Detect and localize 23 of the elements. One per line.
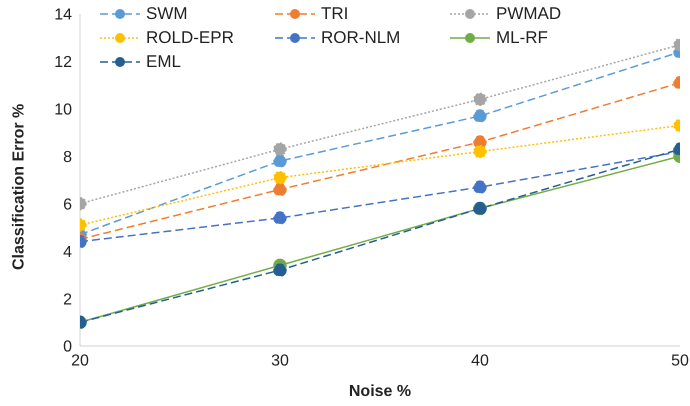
y-tick-label: 2 — [63, 291, 72, 308]
legend-label: PWMAD — [496, 4, 562, 24]
x-tick-label: 50 — [671, 352, 689, 370]
legend-label: SWM — [146, 4, 188, 24]
y-axis-title: Classification Error % — [10, 104, 28, 270]
y-tick-label: 14 — [54, 6, 72, 24]
x-axis-title: Noise % — [348, 383, 412, 400]
legend-label: TRI — [321, 4, 348, 24]
y-tick-label: 4 — [63, 244, 72, 261]
legend-label: EML — [146, 52, 181, 72]
x-tick-label: 20 — [71, 352, 89, 370]
legend-label: ROLD-EPR — [146, 28, 234, 48]
y-tick-label: 8 — [63, 148, 72, 166]
x-tick-label: 30 — [271, 352, 289, 370]
y-tick-label: 0 — [63, 338, 72, 356]
y-tick-label: 10 — [54, 102, 72, 119]
y-tick-label: 12 — [54, 54, 72, 72]
point — [473, 180, 487, 194]
point — [273, 211, 287, 225]
legend-label: ROR-NLM — [321, 28, 400, 48]
x-tick-label: 40 — [471, 352, 489, 370]
legend-label: ML-RF — [496, 28, 548, 48]
y-tick-label: 6 — [63, 196, 72, 214]
